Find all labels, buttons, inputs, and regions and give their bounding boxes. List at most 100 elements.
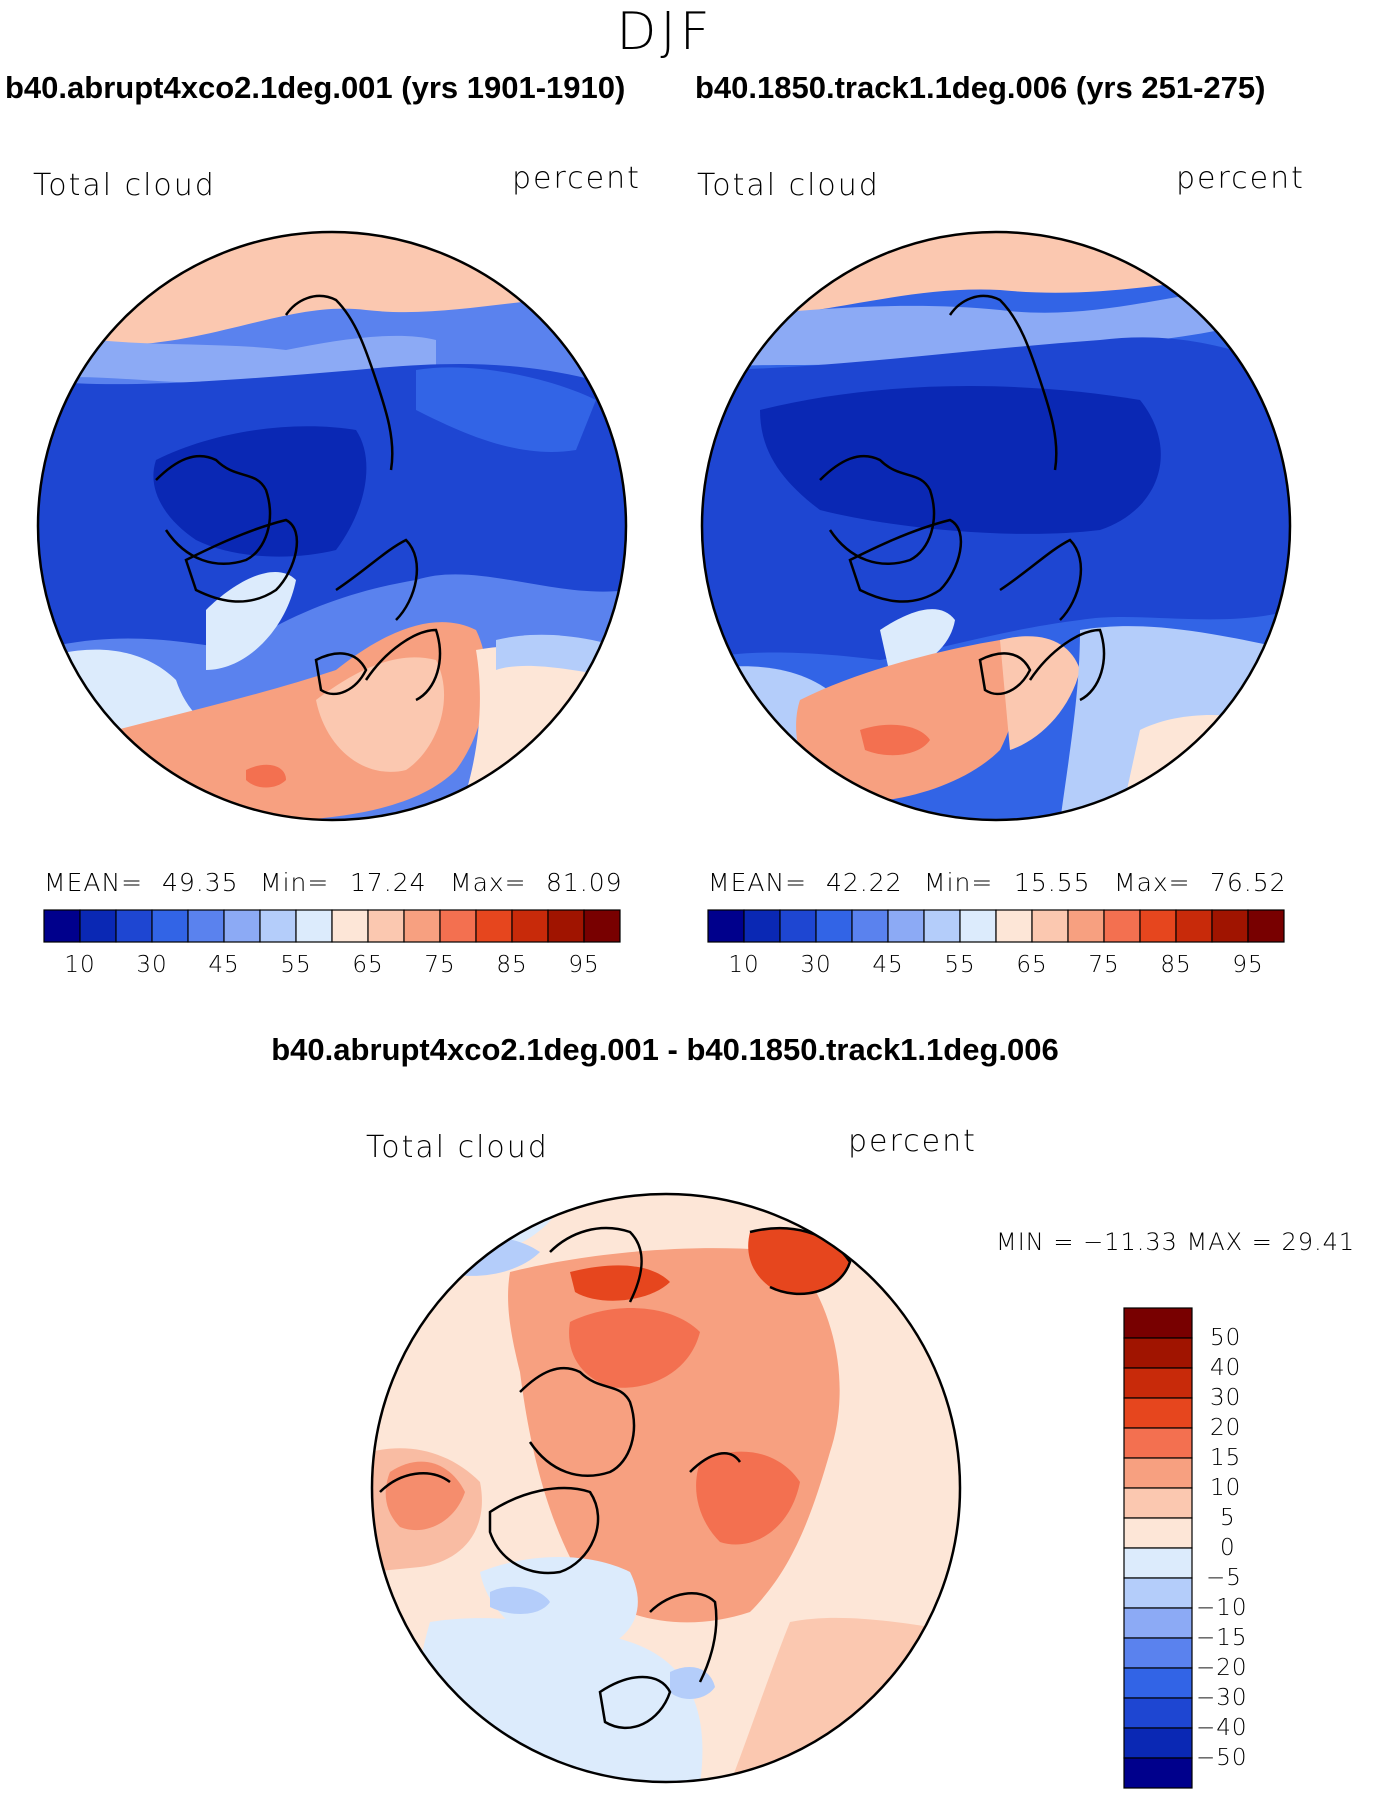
panel-2-cbar-tick: 55 bbox=[944, 952, 976, 978]
colorbar-swatch bbox=[1139, 909, 1177, 943]
colorbar-swatch bbox=[583, 909, 621, 943]
colorbar-swatch bbox=[815, 909, 853, 943]
panel-2-cbar-tick: 65 bbox=[1016, 952, 1048, 978]
difference-cbar-tick: −10 bbox=[1196, 1595, 1248, 1621]
panel-2-cbar-tick: 95 bbox=[1232, 952, 1264, 978]
colorbar-swatch bbox=[1123, 1487, 1193, 1519]
colorbar-swatch bbox=[1123, 1577, 1193, 1609]
colorbar-swatch bbox=[1123, 1757, 1193, 1789]
difference-cbar-tick: −30 bbox=[1196, 1685, 1248, 1711]
colorbar-swatch bbox=[707, 909, 745, 943]
colorbar-swatch bbox=[511, 909, 549, 943]
colorbar-swatch bbox=[1123, 1667, 1193, 1699]
panel-2-max-label: Max= bbox=[1114, 868, 1191, 897]
panel-1-mean-value: 49.35 bbox=[162, 868, 239, 897]
panel-1-min-label: Min= bbox=[260, 868, 330, 897]
difference-cbar-tick: 30 bbox=[1210, 1385, 1242, 1411]
colorbar-swatch bbox=[475, 909, 513, 943]
colorbar-swatch bbox=[1123, 1517, 1193, 1549]
panel-1-units-label: percent bbox=[512, 161, 641, 196]
difference-colorbar bbox=[1123, 1307, 1193, 1789]
colorbar-swatch bbox=[1211, 909, 1249, 943]
panel-1-title: b40.abrupt4xco2.1deg.001 (yrs 1901-1910) bbox=[5, 70, 626, 105]
panel-1-min-value: 17.24 bbox=[350, 868, 427, 897]
difference-units-label: percent bbox=[848, 1124, 977, 1159]
difference-cbar-tick: −15 bbox=[1196, 1625, 1248, 1651]
colorbar-swatch bbox=[1123, 1457, 1193, 1489]
panel-2-colorbar bbox=[707, 909, 1285, 943]
difference-cbar-tick: −5 bbox=[1206, 1565, 1242, 1591]
colorbar-swatch bbox=[1123, 1637, 1193, 1669]
panel-2-cbar-tick: 10 bbox=[728, 952, 760, 978]
colorbar-swatch bbox=[187, 909, 225, 943]
colorbar-swatch bbox=[1123, 1607, 1193, 1639]
colorbar-swatch bbox=[779, 909, 817, 943]
difference-cbar-tick: −50 bbox=[1196, 1745, 1248, 1771]
panel-2-min-value: 15.55 bbox=[1014, 868, 1091, 897]
difference-cbar-tick: −20 bbox=[1196, 1655, 1248, 1681]
difference-cbar-tick: 20 bbox=[1210, 1415, 1242, 1441]
colorbar-swatch bbox=[259, 909, 297, 943]
colorbar-swatch bbox=[1247, 909, 1285, 943]
season-title: DJF bbox=[616, 2, 714, 62]
panel-2-mean-label: MEAN= bbox=[708, 868, 808, 897]
colorbar-swatch bbox=[223, 909, 261, 943]
colorbar-swatch bbox=[151, 909, 189, 943]
colorbar-swatch bbox=[923, 909, 961, 943]
panel-1-cbar-tick: 30 bbox=[136, 952, 168, 978]
colorbar-swatch bbox=[743, 909, 781, 943]
colorbar-swatch bbox=[1123, 1367, 1193, 1399]
colorbar-swatch bbox=[367, 909, 405, 943]
difference-cbar-tick: 0 bbox=[1220, 1535, 1236, 1561]
panel-2-cbar-tick: 30 bbox=[800, 952, 832, 978]
difference-title: b40.abrupt4xco2.1deg.001 - b40.1850.trac… bbox=[271, 1032, 1059, 1067]
panel-2-field-label: Total cloud bbox=[697, 168, 880, 203]
colorbar-swatch bbox=[1123, 1547, 1193, 1579]
panel-1-max-label: Max= bbox=[450, 868, 527, 897]
colorbar-swatch bbox=[1175, 909, 1213, 943]
panel-2-cbar-tick: 85 bbox=[1160, 952, 1192, 978]
colorbar-swatch bbox=[115, 909, 153, 943]
colorbar-swatch bbox=[439, 909, 477, 943]
panel-2-units-label: percent bbox=[1176, 161, 1305, 196]
colorbar-swatch bbox=[403, 909, 441, 943]
panel-1-mean-label: MEAN= bbox=[44, 868, 144, 897]
difference-minmax: MIN = −11.33 MAX = 29.41 bbox=[996, 1228, 1356, 1256]
panel-1-cbar-tick: 85 bbox=[496, 952, 528, 978]
panel-2-cbar-tick: 75 bbox=[1088, 952, 1120, 978]
colorbar-swatch bbox=[43, 909, 81, 943]
colorbar-swatch bbox=[1103, 909, 1141, 943]
panel-1-max-value: 81.09 bbox=[546, 868, 623, 897]
panel-1-cbar-tick: 95 bbox=[568, 952, 600, 978]
colorbar-swatch bbox=[1123, 1427, 1193, 1459]
panel-2-map bbox=[700, 230, 1292, 822]
colorbar-swatch bbox=[1067, 909, 1105, 943]
panel-1-colorbar bbox=[43, 909, 621, 943]
panel-1-cbar-tick: 10 bbox=[64, 952, 96, 978]
colorbar-swatch bbox=[1031, 909, 1069, 943]
panel-1-field-label: Total cloud bbox=[33, 168, 216, 203]
colorbar-swatch bbox=[1123, 1727, 1193, 1759]
difference-cbar-tick: 40 bbox=[1210, 1355, 1242, 1381]
panel-1-cbar-tick: 75 bbox=[424, 952, 456, 978]
colorbar-swatch bbox=[295, 909, 333, 943]
colorbar-swatch bbox=[959, 909, 997, 943]
panel-1-cbar-tick: 65 bbox=[352, 952, 384, 978]
colorbar-swatch bbox=[1123, 1397, 1193, 1429]
panel-1-cbar-tick: 55 bbox=[280, 952, 312, 978]
colorbar-swatch bbox=[851, 909, 889, 943]
panel-1-cbar-tick: 45 bbox=[208, 952, 240, 978]
colorbar-swatch bbox=[995, 909, 1033, 943]
difference-field-label: Total cloud bbox=[366, 1130, 549, 1165]
colorbar-swatch bbox=[1123, 1337, 1193, 1369]
colorbar-swatch bbox=[79, 909, 117, 943]
panel-2-title: b40.1850.track1.1deg.006 (yrs 251-275) bbox=[695, 70, 1266, 105]
difference-cbar-tick: 5 bbox=[1220, 1505, 1236, 1531]
difference-map bbox=[370, 1192, 962, 1784]
difference-cbar-tick: 10 bbox=[1210, 1475, 1242, 1501]
difference-cbar-tick: −40 bbox=[1196, 1715, 1248, 1741]
panel-2-mean-value: 42.22 bbox=[826, 868, 903, 897]
colorbar-swatch bbox=[547, 909, 585, 943]
panel-1-map bbox=[36, 230, 628, 822]
colorbar-swatch bbox=[887, 909, 925, 943]
